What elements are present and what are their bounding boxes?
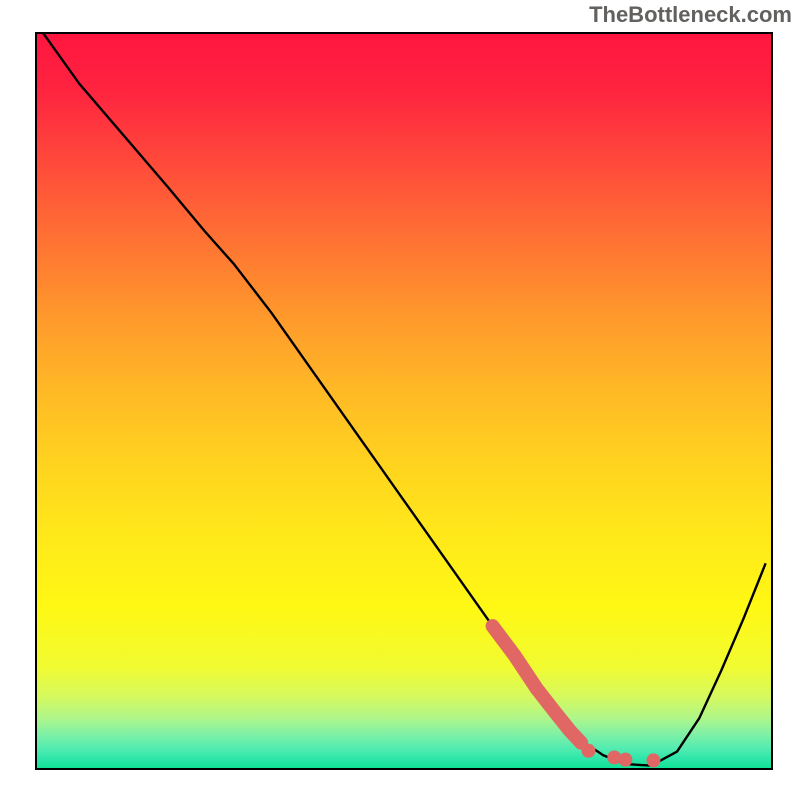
plot-background — [35, 32, 773, 770]
highlight-dot — [646, 753, 660, 767]
watermark-text: TheBottleneck.com — [589, 2, 792, 28]
highlight-dot — [582, 744, 596, 758]
chart-container: TheBottleneck.com — [0, 0, 800, 800]
highlight-dot — [618, 753, 632, 767]
plot-area — [35, 32, 773, 770]
plot-svg — [35, 32, 773, 770]
